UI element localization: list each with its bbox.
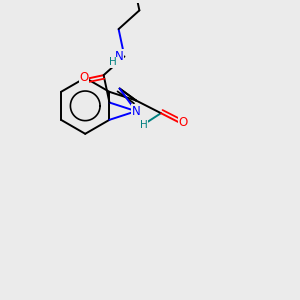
Text: N: N xyxy=(132,105,140,118)
Text: O: O xyxy=(179,116,188,129)
Text: H: H xyxy=(110,57,117,67)
Text: N: N xyxy=(115,50,124,63)
Text: H: H xyxy=(140,120,147,130)
Text: O: O xyxy=(79,71,88,84)
